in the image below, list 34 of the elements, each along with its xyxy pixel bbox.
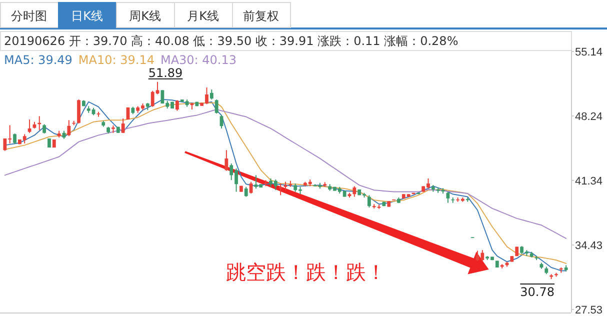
candlestick	[352, 186, 356, 198]
y-tick-label: 55.14	[575, 46, 603, 58]
text: MA30: 40.13	[160, 53, 237, 67]
text: 分时图	[11, 9, 47, 23]
candlestick	[67, 120, 71, 137]
candlestick	[244, 186, 248, 198]
text: 前复权	[243, 9, 279, 23]
text: 20190626 开：39.70 高：40.08 低：39.50 收：39.91 涨跌：0.11 涨幅：0.28%	[4, 34, 458, 48]
candlestick	[28, 119, 32, 134]
line-series	[4, 109, 567, 239]
candlestick	[176, 100, 179, 112]
candlestick	[121, 118, 125, 134]
text: 月K线	[187, 9, 219, 23]
annotation: 跳空跌！跌！跌！	[226, 260, 386, 284]
candlestick	[249, 181, 253, 194]
annotation: 51.89	[148, 66, 183, 80]
text: 周K线	[129, 9, 161, 23]
candlestick	[278, 182, 282, 196]
candlestick	[42, 124, 46, 134]
text: 日K线	[71, 9, 103, 23]
annotation: 30.78	[520, 285, 554, 300]
candlestick	[77, 99, 80, 124]
text: MA10: 39.14	[78, 53, 154, 67]
y-tick-label: 41.34	[575, 175, 603, 188]
candlestick	[210, 89, 214, 100]
candlestick	[214, 99, 218, 114]
candlestick	[367, 194, 371, 208]
candlestick	[13, 133, 16, 145]
y-tick-label: 27.53	[575, 304, 603, 316]
y-tick-label: 34.43	[575, 240, 603, 252]
candlestick	[224, 150, 228, 172]
candlestick	[446, 191, 450, 204]
text: MA5: 39.49	[4, 53, 72, 67]
y-tick-label: 48.24	[575, 110, 603, 123]
